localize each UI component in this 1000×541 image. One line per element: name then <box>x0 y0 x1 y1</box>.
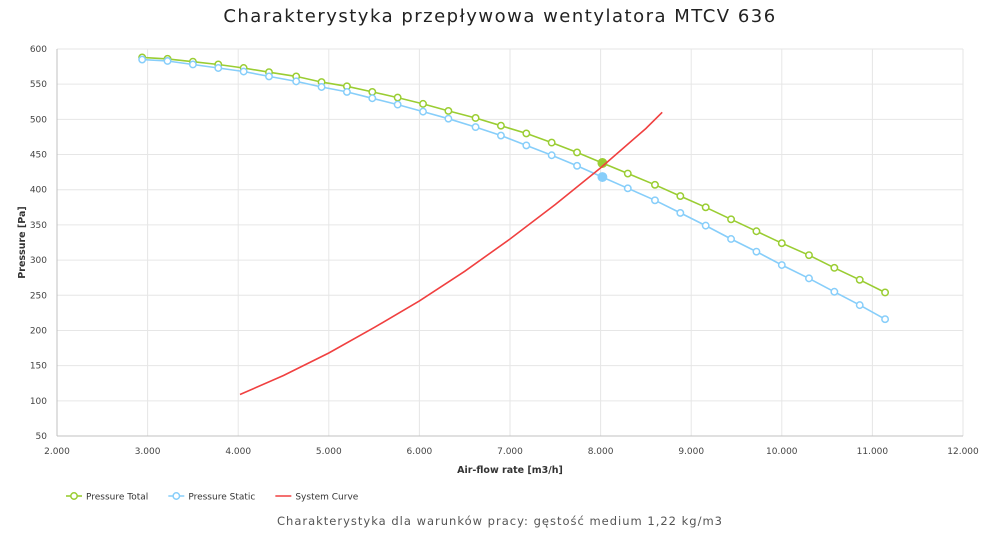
data-point-pressure-total[interactable] <box>419 99 427 108</box>
data-point-pressure-static[interactable] <box>444 114 453 123</box>
y-tick-label: 550 <box>30 80 47 90</box>
legend-label-system-curve[interactable]: System Curve <box>295 493 358 503</box>
x-tick-label: 11.000 <box>857 447 889 457</box>
data-point-pressure-static[interactable] <box>676 208 685 217</box>
data-point-pressure-total[interactable] <box>855 275 864 284</box>
data-point-pressure-total[interactable] <box>727 215 736 224</box>
y-tick-label: 50 <box>36 432 48 442</box>
y-tick-label: 200 <box>30 326 47 336</box>
legend-label-pressure-static[interactable]: Pressure Static <box>188 493 255 503</box>
data-point-pressure-total[interactable] <box>881 288 890 297</box>
chart-subtitle: Charakterystyka dla warunków pracy: gęst… <box>277 514 723 528</box>
operating-point-pressure-static[interactable] <box>597 172 608 183</box>
x-tick-label: 3.000 <box>135 447 161 457</box>
data-point-pressure-static[interactable] <box>163 57 172 65</box>
y-axis-title: Pressure [Pa] <box>17 206 28 278</box>
x-tick-label: 6.000 <box>407 447 433 457</box>
x-tick-label: 5.000 <box>316 447 342 457</box>
data-point-pressure-total[interactable] <box>651 180 659 189</box>
data-point-pressure-static[interactable] <box>214 64 223 72</box>
data-point-pressure-static[interactable] <box>265 72 273 81</box>
data-point-pressure-static[interactable] <box>701 221 710 230</box>
data-point-pressure-static[interactable] <box>471 123 480 132</box>
data-point-pressure-static[interactable] <box>317 83 326 91</box>
y-tick-label: 300 <box>30 256 47 266</box>
data-point-pressure-total[interactable] <box>496 121 505 130</box>
data-point-pressure-static[interactable] <box>727 235 736 243</box>
y-tick-label: 250 <box>30 291 47 301</box>
data-point-pressure-static[interactable] <box>393 100 402 109</box>
data-point-pressure-static[interactable] <box>623 184 632 193</box>
legend-marker-pressure-total <box>70 492 78 500</box>
data-point-pressure-static[interactable] <box>855 301 864 310</box>
y-tick-label: 150 <box>30 362 47 372</box>
data-point-pressure-total[interactable] <box>830 263 839 272</box>
x-tick-label: 8.000 <box>588 447 614 457</box>
x-tick-label: 10.000 <box>766 447 798 457</box>
data-point-pressure-total[interactable] <box>393 93 402 102</box>
data-point-pressure-total[interactable] <box>752 227 761 236</box>
data-point-pressure-static[interactable] <box>342 87 351 96</box>
data-point-pressure-total[interactable] <box>573 148 581 157</box>
chart-title: Charakterystyka przepływowa wentylatora … <box>223 6 777 27</box>
data-point-pressure-static[interactable] <box>239 67 248 76</box>
y-tick-label: 400 <box>30 186 47 196</box>
data-point-pressure-total[interactable] <box>547 138 556 147</box>
data-point-pressure-static[interactable] <box>830 287 839 296</box>
data-point-pressure-total[interactable] <box>444 106 453 115</box>
legend-label-pressure-total[interactable]: Pressure Total <box>86 493 148 503</box>
x-axis-title: Air-flow rate [m3/h] <box>457 465 563 476</box>
data-point-pressure-total[interactable] <box>522 129 531 138</box>
x-tick-label: 12.000 <box>947 447 979 457</box>
data-point-pressure-total[interactable] <box>623 169 632 178</box>
data-point-pressure-static[interactable] <box>805 274 813 283</box>
series-line-pressure-total <box>142 56 886 294</box>
x-tick-label: 7.000 <box>497 447 523 457</box>
y-tick-label: 100 <box>30 397 47 407</box>
data-point-pressure-static[interactable] <box>188 60 197 69</box>
x-tick-label: 9.000 <box>678 447 704 457</box>
y-tick-label: 350 <box>30 221 47 231</box>
series-line-pressure-static <box>142 58 886 320</box>
data-point-pressure-static[interactable] <box>881 315 890 324</box>
data-point-pressure-static[interactable] <box>496 131 505 140</box>
data-point-pressure-total[interactable] <box>676 192 685 201</box>
data-point-pressure-static[interactable] <box>777 261 786 269</box>
data-point-pressure-static[interactable] <box>752 247 761 256</box>
x-tick-label: 4.000 <box>225 447 251 457</box>
series-line-system-curve <box>239 111 663 396</box>
data-point-pressure-static[interactable] <box>292 77 301 86</box>
y-tick-label: 600 <box>30 45 47 55</box>
x-tick-label: 2.000 <box>44 447 70 457</box>
data-point-pressure-static[interactable] <box>651 196 659 205</box>
y-tick-label: 450 <box>30 151 47 161</box>
data-point-pressure-static[interactable] <box>419 107 427 116</box>
legend-marker-pressure-static <box>172 492 181 500</box>
data-point-pressure-static[interactable] <box>522 141 531 150</box>
data-point-pressure-total[interactable] <box>777 239 786 248</box>
data-point-pressure-static[interactable] <box>547 151 556 160</box>
data-point-pressure-total[interactable] <box>805 251 813 260</box>
y-tick-label: 500 <box>30 115 47 125</box>
data-point-pressure-total[interactable] <box>701 203 710 212</box>
data-point-pressure-static[interactable] <box>573 161 581 170</box>
data-point-pressure-static[interactable] <box>368 94 377 103</box>
data-point-pressure-static[interactable] <box>138 55 147 64</box>
data-point-pressure-total[interactable] <box>368 87 377 96</box>
data-point-pressure-total[interactable] <box>471 114 480 122</box>
